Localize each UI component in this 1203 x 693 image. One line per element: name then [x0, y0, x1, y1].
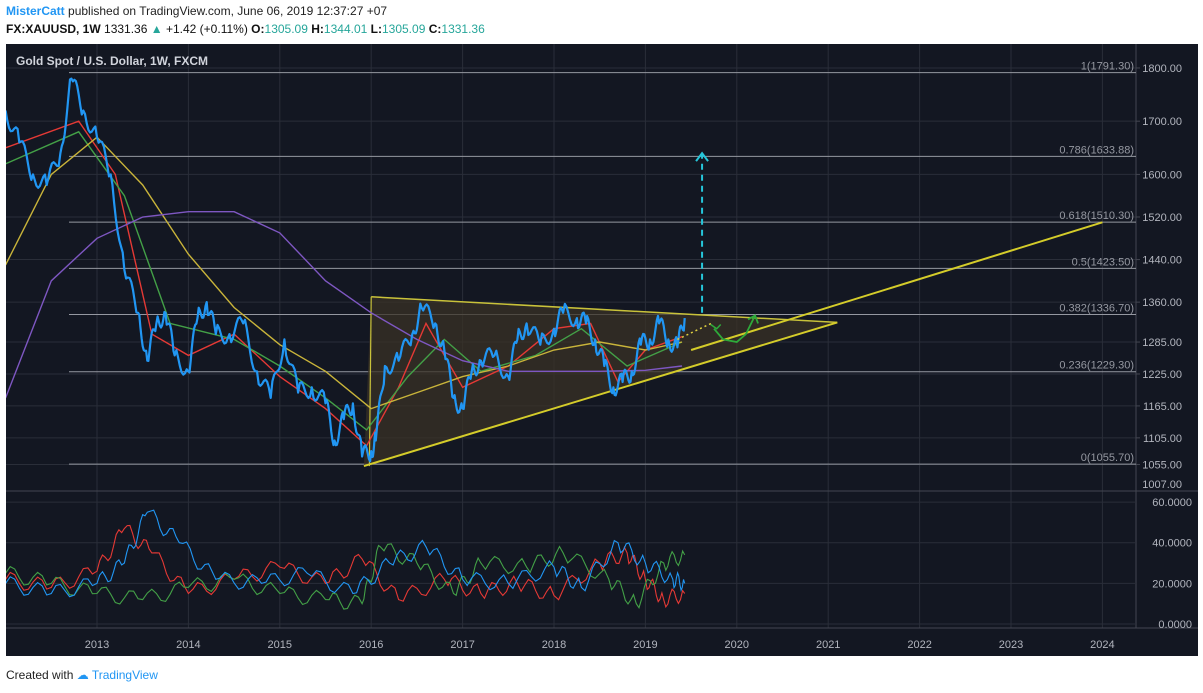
time-tick-label: 2014: [176, 639, 200, 651]
publish-line: MisterCatt published on TradingView.com,…: [6, 4, 387, 18]
price-change: +1.42 (+0.11%): [165, 22, 248, 36]
time-tick-label: 2024: [1090, 639, 1114, 651]
time-tick-label: 2023: [999, 639, 1023, 651]
price-tick-label: 1285.00: [1142, 337, 1182, 349]
time-tick-label: 2018: [542, 639, 566, 651]
up-arrow-icon: ▲: [150, 22, 163, 36]
triangle-top-line: [371, 296, 838, 324]
overlay-sma-20: [5, 130, 683, 431]
time-tick-label: 2017: [450, 639, 474, 651]
osc-tick-label: 60.0000: [1152, 497, 1192, 509]
fib-level-label: 0.786(1633.88): [1059, 144, 1134, 156]
projection-drawings: [677, 151, 759, 343]
moving-averages: [4, 120, 683, 447]
close-value: 1331.36: [441, 22, 485, 36]
published-text: published on TradingView.com, June 06, 2…: [68, 4, 388, 18]
fib-level-label: 0(1055.70): [1081, 452, 1134, 464]
triangle-left-edge: [368, 296, 372, 467]
symbol-label: FX:XAUUSD, 1W: [6, 22, 101, 36]
overlay-sma-50: [4, 136, 683, 410]
ohlc-line: FX:XAUUSD, 1W 1331.36 ▲ +1.42 (+0.11%) O…: [6, 22, 485, 36]
price-tick-label: 1800.00: [1142, 63, 1182, 75]
osc-line-di: [5, 543, 686, 610]
tradingview-brand[interactable]: TradingView: [91, 668, 158, 682]
time-tick-label: 2016: [359, 639, 383, 651]
last-price: 1331.36: [104, 22, 148, 36]
price-tick-label: 1055.00: [1142, 459, 1182, 471]
osc-line-adx: [5, 509, 686, 598]
chart-title: Gold Spot / U.S. Dollar, 1W, FXCM: [16, 54, 208, 68]
osc-line-di: [5, 524, 686, 609]
author-link[interactable]: MisterCatt: [6, 4, 65, 18]
price-tick-label-partial: 1007.00: [1142, 479, 1182, 491]
triangle-pattern: [363, 221, 1103, 468]
low-label: L:: [370, 22, 382, 36]
fib-level-label: 0.5(1423.50): [1072, 256, 1134, 268]
overlay-sma-200: [4, 211, 683, 399]
time-tick-label: 2022: [907, 639, 931, 651]
osc-tick-label: 0.0000: [1158, 619, 1192, 631]
overlay-sma-9: [5, 120, 683, 447]
price-tick-label: 1165.00: [1143, 401, 1182, 413]
triangle-fill: [363, 296, 838, 467]
projection-curve: [713, 315, 756, 343]
chart-frame[interactable]: 1(1791.30) 0.786(1633.88) 0.618(1510.30) 0.…: [4, 44, 1198, 656]
fib-level-label: 0.236(1229.30): [1059, 360, 1134, 372]
tradingview-logo-icon[interactable]: ☁: [76, 668, 89, 682]
high-value: 1344.01: [323, 22, 368, 36]
time-tick-label: 2015: [268, 639, 292, 651]
support-extension-line: [690, 221, 1103, 351]
price-series: [4, 77, 686, 463]
axes: 1800.00 1700.00 1600.00 1520.00 1440.00 1360.…: [85, 63, 1192, 651]
open-value: 1305.09: [264, 22, 308, 36]
oscillator-pane: [5, 501, 1136, 625]
fib-level-label: 0.618(1510.30): [1059, 210, 1134, 222]
price-tick-label: 1700.00: [1142, 116, 1182, 128]
chart-svg[interactable]: 1(1791.30) 0.786(1633.88) 0.618(1510.30) 0.…: [4, 44, 1198, 656]
time-tick-label: 2020: [725, 639, 749, 651]
osc-tick-label: 40.0000: [1152, 538, 1192, 550]
low-value: 1305.09: [381, 22, 426, 36]
fib-level-label: 0.382(1336.70): [1059, 303, 1134, 315]
price-tick-label: 1520.00: [1142, 212, 1182, 224]
time-tick-label: 2013: [85, 639, 109, 651]
grid-lines: [6, 44, 1198, 629]
projection-dotted-line: [677, 322, 712, 341]
high-label: H:: [311, 22, 324, 36]
price-tick-label: 1105.00: [1143, 433, 1182, 445]
fib-level-label: 1(1791.30): [1081, 61, 1134, 73]
price-tick-label: 1225.00: [1142, 369, 1182, 381]
osc-tick-label: 20.0000: [1152, 578, 1192, 590]
projection-start-marker: [710, 323, 722, 330]
triangle-bottom-line: [363, 321, 838, 468]
open-label: O:: [251, 22, 265, 36]
price-tick-label: 1360.00: [1142, 297, 1182, 309]
price-line: [4, 77, 686, 463]
time-tick-label: 2021: [816, 639, 840, 651]
footer: Created with ☁ TradingView: [6, 668, 158, 682]
price-tick-label: 1600.00: [1142, 169, 1182, 181]
price-tick-label: 1440.00: [1142, 255, 1182, 267]
fibonacci-levels: 1(1791.30) 0.786(1633.88) 0.618(1510.30) 0.…: [69, 61, 1136, 465]
time-tick-label: 2019: [633, 639, 657, 651]
created-with-text: Created with: [6, 668, 74, 682]
close-label: C:: [428, 22, 442, 36]
target-arrow-head: [695, 151, 709, 162]
projection-curve-arrowhead: [747, 314, 759, 324]
